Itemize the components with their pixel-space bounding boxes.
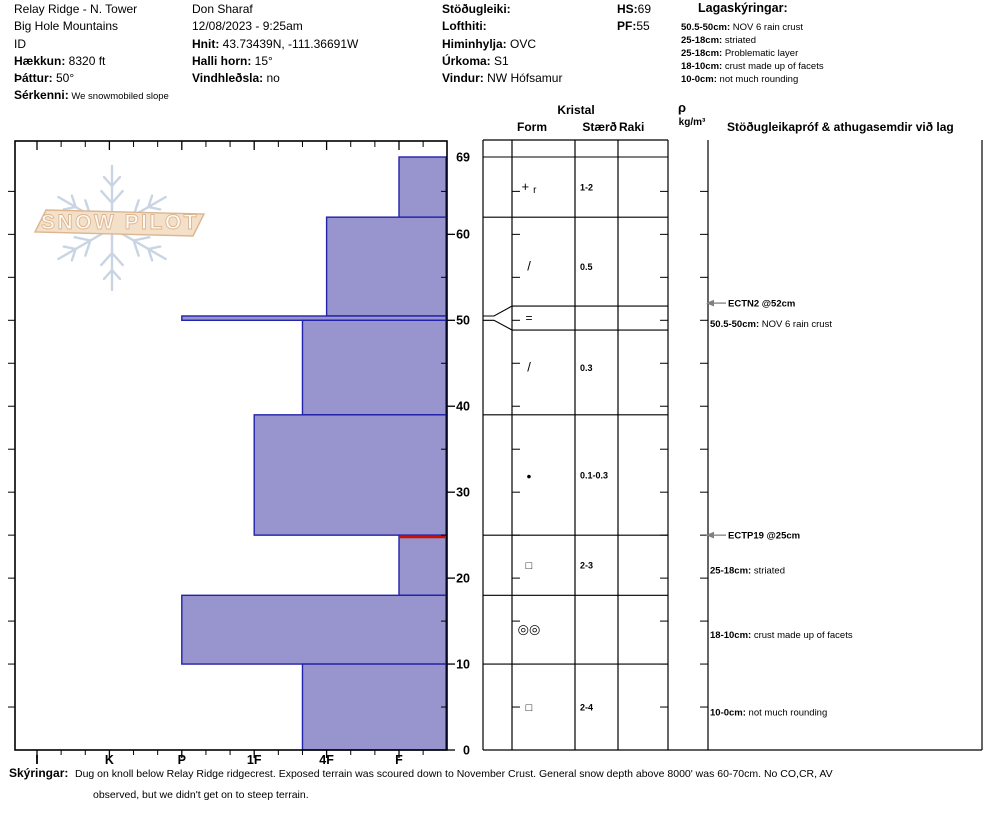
hardness-label: K <box>105 753 114 767</box>
logo-banner <box>33 209 206 237</box>
layer-note-item: 18-10cm: crust made up of facets <box>681 61 824 72</box>
footer-note-line2: observed, but we didn't get on to steep … <box>93 789 309 801</box>
test-arrow-head <box>706 531 714 539</box>
snow-layer-bar <box>253 414 447 536</box>
observer-line: Don Sharaf <box>192 2 253 16</box>
hardness-label: 1F <box>247 753 262 767</box>
layer-notes-title: Lagaskýringar: <box>698 1 788 15</box>
grain-size-value: 1-2 <box>580 182 593 192</box>
crystal-form-symbol: ◎◎ <box>518 622 541 637</box>
layer-note-item: 50.5-50cm: NOV 6 rain crust <box>681 22 803 33</box>
test-result-label: ECTP19 @25cm <box>728 530 800 541</box>
crystal-form-symbol: + r <box>522 179 538 196</box>
snowpilot-logo: SNOW PILOT <box>33 164 206 292</box>
snow-layer-bar <box>325 216 447 317</box>
layer-comment: 10-0cm: not much rounding <box>710 707 827 718</box>
location-line: Hækkun: 8320 ft <box>14 53 106 68</box>
depth-label: 0 <box>463 743 470 757</box>
layer-comment: 50.5-50cm: NOV 6 rain crust <box>710 319 832 330</box>
hardness-label: 4F <box>319 753 334 767</box>
totals-line: PF:55 <box>617 19 650 34</box>
column-header-kristal: Kristal <box>557 103 595 117</box>
header-location: Relay Ridge - N. Tower Big Hole Mountains… <box>14 1 169 106</box>
thin-layer-funnel <box>483 319 513 331</box>
location-line: Big Hole Mountains <box>14 19 119 34</box>
totals-line: HS:69 <box>617 2 652 16</box>
hardness-label: P <box>178 753 186 767</box>
depth-label: 69 <box>456 150 470 164</box>
layer-note-item: 25-18cm: Problematic layer <box>681 48 799 59</box>
column-header-raki: Raki <box>619 120 645 134</box>
layer-note-item: 25-18cm: striated <box>681 35 756 46</box>
location-line: Relay Ridge - N. Tower <box>14 2 138 16</box>
snow-layer-bar <box>181 594 447 665</box>
observer-line: 12/08/2023 - 9:25am <box>192 19 303 34</box>
grain-size-value: 0.1-0.3 <box>580 470 608 480</box>
column-header-rho: ρ <box>677 100 687 115</box>
hardness-label: I <box>35 753 38 767</box>
test-result-label: ECTN2 @52cm <box>728 298 795 309</box>
grain-size-value: 2-3 <box>580 561 593 571</box>
grain-size-value: 2-4 <box>580 702 593 712</box>
thin-layer-funnel <box>483 305 513 317</box>
location-line: ID <box>14 36 26 51</box>
depth-label: 40 <box>456 400 470 414</box>
footer-note-line1: Dug on knoll below Relay Ridge ridgecres… <box>75 768 833 780</box>
depth-label: 10 <box>456 657 470 671</box>
location-line: Þáttur: 50° <box>14 71 75 86</box>
location-line: Sérkenni: We snowmobiled slope <box>14 88 169 103</box>
grain-size-value: 0.3 <box>580 363 593 373</box>
header-weather: Stöðugleiki: Lofthiti: Himinhylja: OVC Úrko… <box>442 1 562 87</box>
weather-line: Himinhylja: OVC <box>442 36 537 51</box>
column-header-size: Stærð <box>582 120 617 134</box>
depth-label: 50 <box>456 314 470 328</box>
observer-line: Hnit: 43.73439N, -111.36691W <box>192 36 359 51</box>
footer-label: Skýringar: <box>9 766 69 780</box>
snow-layer-bar <box>301 319 447 416</box>
logo-text: SNOW PILOT <box>41 211 199 234</box>
weather-line: Vindur: NW Hófsamur <box>442 71 563 86</box>
snow-layer-bar <box>301 663 447 751</box>
header-observer: Don Sharaf 12/08/2023 - 9:25am Hnit: 43.73… <box>192 1 358 87</box>
depth-label: 20 <box>456 571 470 585</box>
depth-label: 60 <box>456 228 470 242</box>
layer-comment: 18-10cm: crust made up of facets <box>710 630 853 641</box>
layer-notes-list: 50.5-50cm: NOV 6 rain crust 25-18cm: stri… <box>681 21 824 86</box>
observer-line: Halli horn: 15° <box>192 53 273 68</box>
crystal-form-symbol: / <box>527 360 531 375</box>
observer-line: Vindhleðsla: no <box>192 71 280 86</box>
column-header-stability-comments: Stöðugleikapróf & athugasemdir við lag <box>727 120 954 134</box>
crystal-form-symbol: / <box>527 259 531 274</box>
column-header-form: Form <box>517 120 547 134</box>
header-totals: HS:69 PF:55 <box>617 1 651 36</box>
column-header-rho-unit: kg/m³ <box>678 117 706 128</box>
weather-line: Lofthiti: <box>442 19 487 34</box>
crystal-form-symbol: = <box>525 311 532 325</box>
test-arrow-head <box>706 299 714 307</box>
crystal-form-symbol: □ <box>526 560 533 572</box>
grain-size-value: 0.5 <box>580 262 593 272</box>
hardness-label: F <box>395 753 403 767</box>
crystal-form-symbol: □ <box>526 702 533 714</box>
crystal-form-symbol: ● <box>526 471 531 481</box>
layer-comment: 25-18cm: striated <box>710 566 785 577</box>
plot-frame <box>14 140 448 751</box>
weather-line: Stöðugleiki: <box>442 2 511 16</box>
snow-layer-bar <box>398 156 447 218</box>
snow-layer-bar <box>398 534 447 597</box>
layer-note-item: 10-0cm: not much rounding <box>681 74 799 85</box>
weather-line: Úrkoma: S1 <box>442 53 509 68</box>
depth-label: 30 <box>456 485 470 499</box>
